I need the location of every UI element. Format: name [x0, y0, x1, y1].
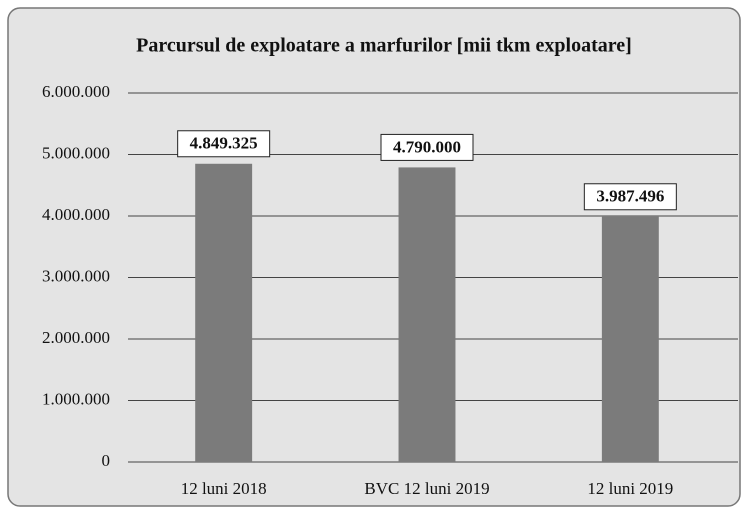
y-tick-label: 4.000.000	[42, 205, 110, 224]
y-tick-label: 5.000.000	[42, 143, 110, 162]
value-label-box	[380, 133, 474, 161]
bar	[195, 163, 253, 462]
y-tick-label: 1.000.000	[42, 389, 110, 408]
x-tick-label: 12 luni 2018	[181, 479, 267, 498]
y-tick-label: 6.000.000	[42, 82, 110, 101]
chart-title: Parcursul de exploatare a marfurilor [mi…	[136, 35, 632, 57]
y-tick-label: 3.000.000	[42, 266, 110, 285]
value-label-box	[583, 183, 677, 211]
x-tick-label: BVC 12 luni 2019	[364, 479, 489, 498]
x-tick-label: 12 luni 2019	[587, 479, 673, 498]
bar	[398, 167, 456, 463]
bar	[601, 216, 659, 462]
value-label: 4.849.325	[190, 134, 258, 153]
y-tick-label: 0	[102, 451, 111, 470]
value-label: 4.790.000	[393, 137, 461, 156]
value-label: 3.987.496	[596, 187, 664, 206]
value-label-box	[177, 130, 271, 158]
y-tick-label: 2.000.000	[42, 328, 110, 347]
